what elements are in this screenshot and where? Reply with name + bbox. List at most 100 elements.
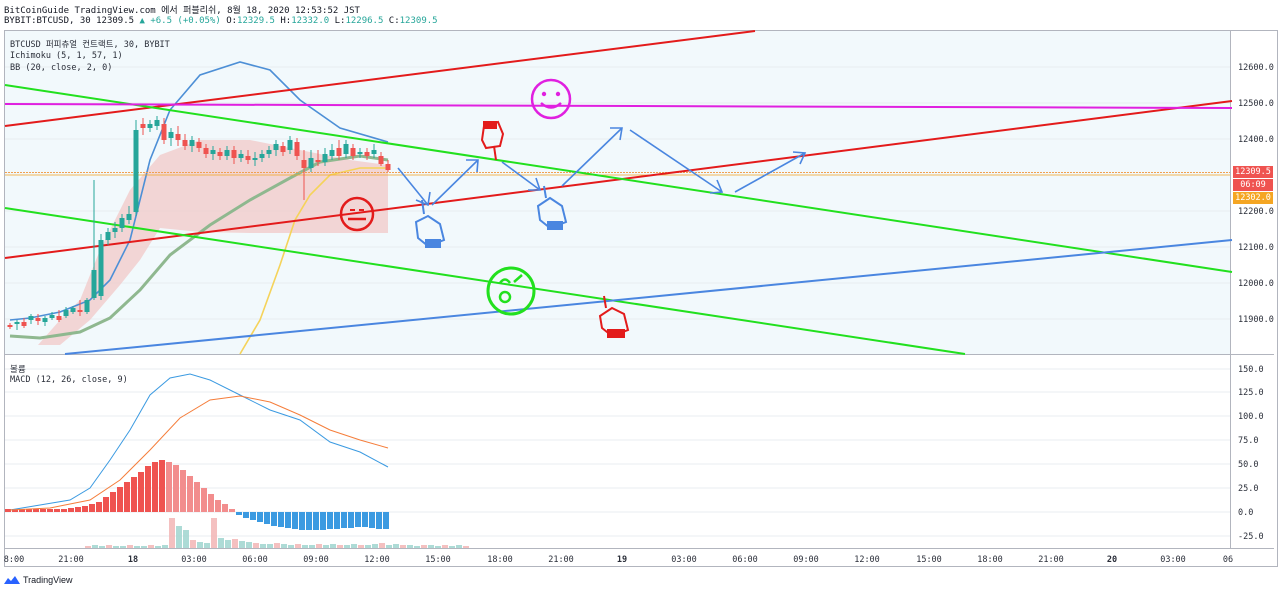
macd-histogram-bar xyxy=(250,512,256,520)
candle-body xyxy=(63,310,69,316)
brand-label: TradingView xyxy=(23,575,73,585)
candlesticks xyxy=(7,116,391,330)
macd-histogram-bar xyxy=(54,509,60,512)
macd-pane[interactable] xyxy=(5,355,1230,548)
macd-histogram-bar xyxy=(68,508,74,512)
volume-bar xyxy=(92,545,98,548)
arrow-3 xyxy=(501,161,541,191)
macd-histogram-bar xyxy=(47,509,53,512)
macd-histogram-bar xyxy=(348,512,354,528)
ichimoku-lagging xyxy=(239,167,388,355)
volume-bar xyxy=(309,545,315,548)
price-change: ▲ +6.5 (+0.05%) xyxy=(139,16,221,26)
macd-histogram-bar xyxy=(82,506,88,512)
macd-histogram-bar xyxy=(159,460,165,512)
countdown-tag: 06:09 xyxy=(1233,179,1273,191)
candle-body xyxy=(21,322,27,326)
open-value: 12329.5 xyxy=(237,16,275,26)
volume-bar xyxy=(225,540,231,548)
volume-bar xyxy=(407,545,413,548)
legend-bb: BB (20, close, 2, 0) xyxy=(10,63,113,73)
macd-histogram-bar xyxy=(334,512,340,529)
level-tag: 12302.0 xyxy=(1233,192,1273,204)
macd-histogram-bar xyxy=(243,512,249,518)
macd-axis[interactable]: 150.0 125.0 100.0 75.0 50.0 25.0 0.0 -25.0 xyxy=(1238,365,1264,542)
candle-body xyxy=(84,300,90,312)
macd-histogram-bar xyxy=(173,465,179,512)
projection-arrows[interactable] xyxy=(397,127,807,207)
candle-body xyxy=(259,154,265,158)
volume-bar xyxy=(204,543,210,548)
smiley-face-icon xyxy=(530,78,572,120)
candle-body xyxy=(196,142,202,148)
volume-bar xyxy=(176,526,182,548)
time-tick-label: 03:00 xyxy=(1160,555,1186,565)
green-trendline-upper[interactable] xyxy=(4,84,1233,273)
time-tick-label: 15:00 xyxy=(425,555,451,565)
pointing-hand-icon xyxy=(480,120,505,161)
macd-histogram-bar xyxy=(110,492,116,512)
magenta-horizontal-line[interactable] xyxy=(4,103,1233,109)
macd-histogram-bar xyxy=(152,462,158,512)
arrow-5 xyxy=(629,129,723,193)
macd-histogram xyxy=(5,460,389,530)
tradingview-logo[interactable]: TradingView xyxy=(4,575,73,585)
high-value: 12332.0 xyxy=(291,16,330,26)
volume-bar xyxy=(337,545,343,548)
candle-body xyxy=(245,156,251,160)
macd-line xyxy=(9,373,389,511)
blue-trendline[interactable] xyxy=(64,239,1233,355)
volume-bar xyxy=(456,545,462,548)
macd-histogram-bar xyxy=(187,476,193,512)
symbol: BYBIT:BTCUSD, 30 xyxy=(4,16,91,26)
macd-histogram-bar xyxy=(222,504,228,512)
volume-bar xyxy=(183,530,189,548)
candle-body xyxy=(210,150,216,154)
volume-bars xyxy=(85,518,469,548)
time-axis[interactable]: 8:00 21:00 18 03:00 06:00 09:00 12:00 15:00 18:0… xyxy=(4,555,1233,565)
volume-bar xyxy=(330,544,336,548)
time-tick-label: 21:00 xyxy=(58,555,84,565)
macd-histogram-bar xyxy=(180,470,186,512)
volume-bar xyxy=(463,546,469,548)
chart-frame[interactable] xyxy=(4,30,1278,567)
price-tick-label: 12200.0 xyxy=(1238,207,1274,217)
volume-bar xyxy=(155,546,161,548)
price-tick-label: 12500.0 xyxy=(1238,99,1274,109)
arrow-1 xyxy=(397,167,429,206)
green-trendline-lower[interactable] xyxy=(4,207,966,355)
macd-histogram-bar xyxy=(124,482,130,512)
macd-histogram-bar xyxy=(138,472,144,512)
volume-bar xyxy=(414,546,420,548)
legend-macd: MACD (12, 26, close, 9) xyxy=(10,375,128,385)
dizzy-face-icon xyxy=(486,266,536,316)
legend-ichimoku: Ichimoku (5, 1, 57, 1) xyxy=(10,51,123,61)
candle-body xyxy=(126,214,132,220)
macd-histogram-bar xyxy=(376,512,382,529)
macd-histogram-bar xyxy=(166,462,172,512)
macd-histogram-bar xyxy=(75,507,81,512)
volume-bar xyxy=(386,545,392,548)
candle-body xyxy=(189,140,195,146)
price-tick-label: 11900.0 xyxy=(1238,315,1274,325)
red-trendline-upper[interactable] xyxy=(4,30,756,127)
price-axis[interactable]: 12600.0 12500.0 12400.0 12200.0 12100.0 12000… xyxy=(1238,63,1274,325)
candle-body xyxy=(140,124,146,128)
price-tick-label: 12400.0 xyxy=(1238,135,1274,145)
macd-histogram-bar xyxy=(215,500,221,512)
macd-histogram-bar xyxy=(320,512,326,530)
candle-body xyxy=(98,240,104,296)
macd-histogram-bar xyxy=(299,512,305,530)
macd-tick-label: 100.0 xyxy=(1238,412,1264,422)
time-tick-label: 03:00 xyxy=(181,555,207,565)
ohlc-bar: BYBIT:BTCUSD, 30 12309.5 ▲ +6.5 (+0.05%)… xyxy=(4,16,438,26)
high-label: H: xyxy=(280,16,292,26)
macd-histogram-bar xyxy=(229,509,235,512)
macd-tick-label: 150.0 xyxy=(1238,365,1264,375)
volume-bar xyxy=(379,543,385,548)
time-tick-label: 09:00 xyxy=(303,555,329,565)
candle-body xyxy=(322,154,328,162)
volume-bar xyxy=(393,544,399,548)
time-tick-label: 20 xyxy=(1107,555,1117,565)
